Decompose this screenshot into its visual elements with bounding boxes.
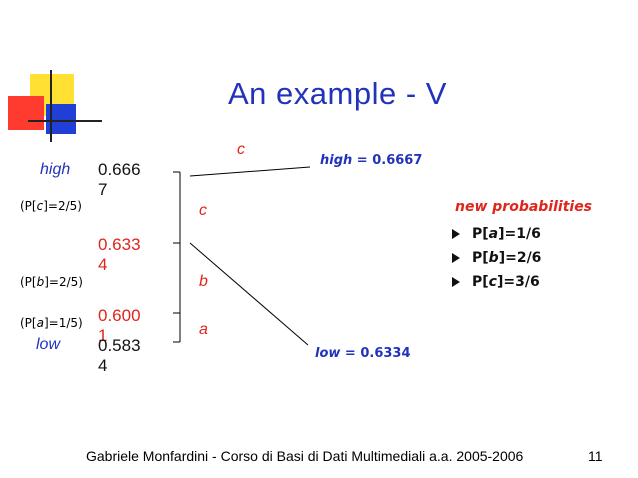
list-item: P[b]=2/6	[452, 246, 541, 270]
bullet-icon	[452, 277, 460, 287]
symbol-a: a	[199, 321, 208, 338]
page-number: 11	[588, 448, 603, 464]
new-probabilities-title: new probabilities	[455, 199, 593, 215]
symbol-b: b	[199, 273, 208, 290]
result-low: low = 0.6334	[315, 346, 411, 361]
logo-horizontal-line	[28, 120, 102, 122]
bullet-icon	[452, 229, 460, 239]
slide-title: An example - V	[228, 76, 447, 111]
interval-label-a: (P[a]=1/5)	[20, 316, 83, 330]
low-label: low	[36, 336, 61, 353]
interval-label-b: (P[b]=2/5)	[20, 275, 83, 289]
boundary-top: 0.6667	[98, 160, 141, 199]
footer-text: Gabriele Monfardini - Corso di Basi di D…	[86, 448, 524, 464]
high-label: high	[40, 161, 71, 178]
result-high: high = 0.6667	[320, 153, 423, 168]
logo-red-square	[8, 96, 44, 130]
list-item: P[c]=3/6	[452, 270, 541, 294]
new-probabilities-list: P[a]=1/6 P[b]=2/6 P[c]=3/6	[452, 222, 541, 294]
boundary-bottom: 0.5834	[98, 336, 141, 375]
symbol-top-c: c	[237, 141, 245, 158]
bullet-icon	[452, 253, 460, 263]
list-item: P[a]=1/6	[452, 222, 541, 246]
connector-high	[189, 166, 311, 177]
boundary-mid-upper: 0.6334	[98, 235, 141, 274]
logo-vertical-line	[50, 70, 52, 142]
symbol-c: c	[199, 202, 207, 219]
interval-label-c: (P[c]=2/5)	[20, 199, 82, 213]
connector-low	[189, 242, 309, 346]
boundary-mid-lower: 0.6001	[98, 306, 141, 345]
